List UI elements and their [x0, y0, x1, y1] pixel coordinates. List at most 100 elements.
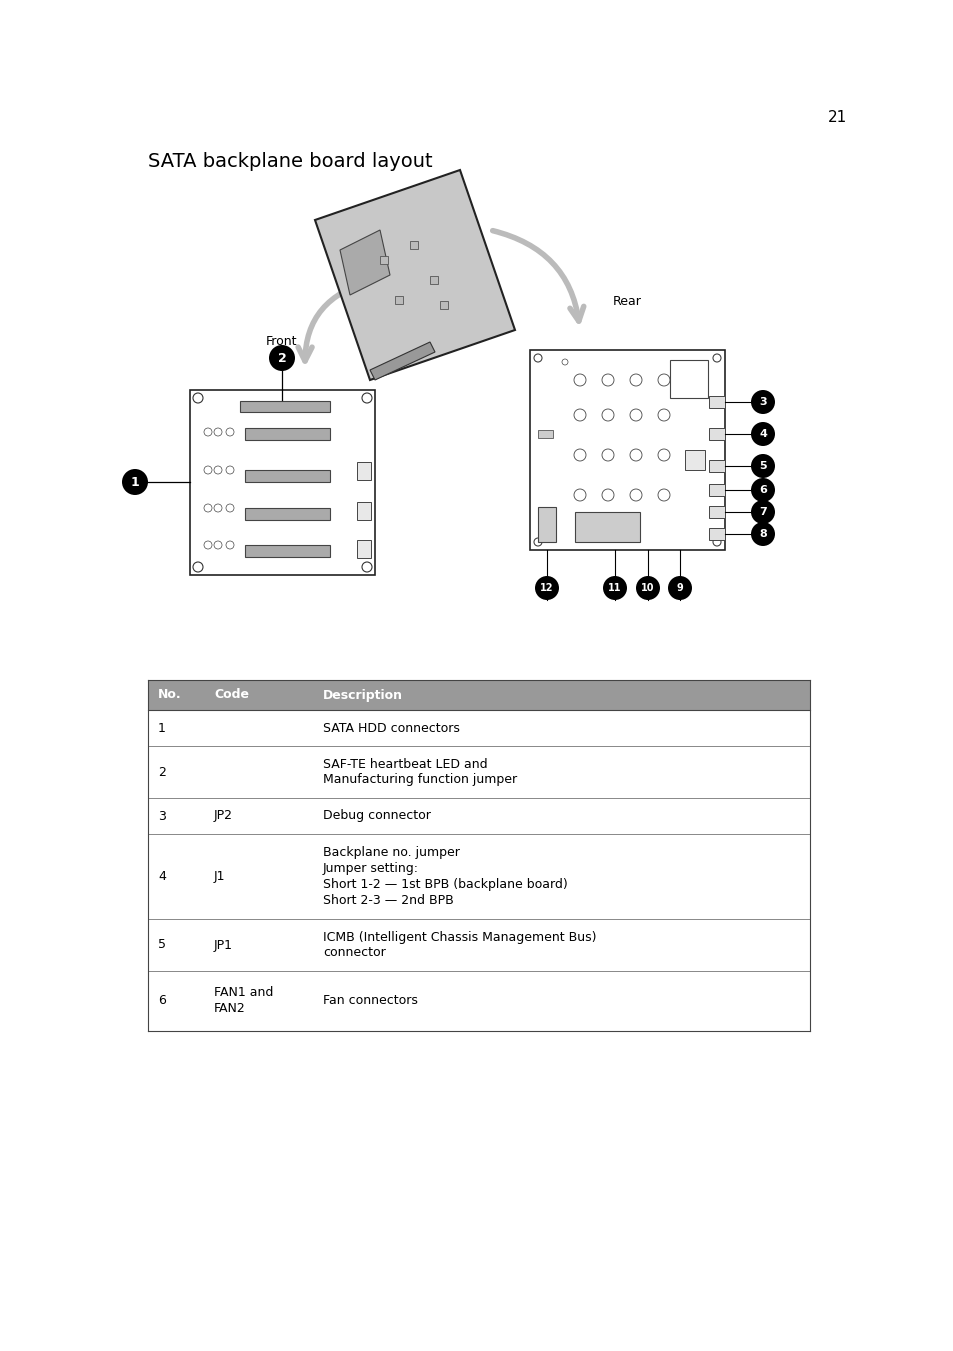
Bar: [708, 484, 724, 496]
Bar: [148, 971, 809, 1031]
Circle shape: [750, 521, 774, 546]
Text: 21: 21: [827, 109, 846, 126]
Bar: [148, 919, 809, 971]
Text: 4: 4: [759, 430, 766, 439]
Text: 7: 7: [759, 507, 766, 517]
Circle shape: [213, 428, 222, 436]
Polygon shape: [395, 296, 402, 304]
Circle shape: [226, 540, 233, 549]
Text: 8: 8: [759, 530, 766, 539]
Circle shape: [193, 393, 203, 403]
Bar: [148, 746, 809, 798]
Circle shape: [213, 540, 222, 549]
Text: 11: 11: [608, 584, 621, 593]
Text: SATA backplane board layout: SATA backplane board layout: [148, 153, 432, 172]
Circle shape: [658, 489, 669, 501]
Bar: [245, 544, 330, 557]
Circle shape: [602, 576, 626, 600]
Circle shape: [269, 345, 294, 372]
Circle shape: [750, 454, 774, 478]
Text: J1: J1: [213, 870, 225, 884]
Circle shape: [193, 562, 203, 571]
Text: FAN2: FAN2: [213, 1002, 246, 1016]
Circle shape: [750, 390, 774, 413]
Circle shape: [204, 504, 212, 512]
Bar: [245, 508, 330, 520]
Circle shape: [658, 449, 669, 461]
Bar: [708, 528, 724, 540]
Bar: [708, 428, 724, 440]
Circle shape: [636, 576, 659, 600]
Bar: [356, 540, 371, 558]
Circle shape: [750, 478, 774, 503]
Polygon shape: [439, 301, 448, 309]
Circle shape: [712, 354, 720, 362]
Bar: [148, 711, 809, 746]
Circle shape: [601, 374, 614, 386]
Text: Backplane no. jumper: Backplane no. jumper: [323, 846, 459, 859]
Circle shape: [561, 359, 567, 365]
Text: No.: No.: [158, 689, 181, 701]
Bar: [148, 834, 809, 919]
Text: 4: 4: [158, 870, 166, 884]
Text: Description: Description: [323, 689, 402, 701]
Text: 3: 3: [759, 397, 766, 407]
Text: Front: Front: [266, 335, 297, 349]
Circle shape: [601, 449, 614, 461]
Text: Short 2-3 — 2nd BPB: Short 2-3 — 2nd BPB: [323, 894, 454, 907]
Text: Code: Code: [213, 689, 249, 701]
Text: 6: 6: [158, 994, 166, 1008]
Polygon shape: [339, 230, 390, 295]
Circle shape: [629, 374, 641, 386]
Circle shape: [213, 466, 222, 474]
Text: ICMB (Intelligent Chassis Management Bus): ICMB (Intelligent Chassis Management Bus…: [323, 931, 596, 943]
Circle shape: [534, 354, 541, 362]
Text: 1: 1: [158, 721, 166, 735]
Circle shape: [122, 469, 148, 494]
Text: 3: 3: [158, 809, 166, 823]
Text: Jumper setting:: Jumper setting:: [323, 862, 418, 875]
Text: Debug connector: Debug connector: [323, 809, 431, 823]
Circle shape: [658, 409, 669, 422]
Circle shape: [213, 504, 222, 512]
Circle shape: [226, 466, 233, 474]
Circle shape: [226, 428, 233, 436]
Text: 6: 6: [759, 485, 766, 494]
Bar: [240, 401, 330, 412]
Bar: [708, 396, 724, 408]
Circle shape: [574, 409, 585, 422]
Text: JP1: JP1: [213, 939, 233, 951]
Bar: [537, 507, 556, 542]
Text: connector: connector: [323, 947, 385, 959]
Circle shape: [535, 576, 558, 600]
Bar: [708, 459, 724, 471]
Text: 5: 5: [158, 939, 166, 951]
Circle shape: [750, 500, 774, 524]
Bar: [245, 428, 330, 440]
Circle shape: [601, 489, 614, 501]
Bar: [148, 798, 809, 834]
Bar: [708, 507, 724, 517]
Text: 2: 2: [158, 766, 166, 778]
Bar: [669, 359, 707, 399]
Text: Fan connectors: Fan connectors: [323, 994, 417, 1008]
Circle shape: [574, 449, 585, 461]
Circle shape: [204, 428, 212, 436]
Bar: [684, 450, 704, 470]
Polygon shape: [379, 255, 388, 263]
Bar: [530, 350, 724, 550]
Polygon shape: [370, 342, 435, 380]
Polygon shape: [430, 276, 437, 284]
Bar: [148, 680, 809, 711]
Circle shape: [629, 409, 641, 422]
Circle shape: [712, 538, 720, 546]
Text: 12: 12: [539, 584, 553, 593]
Bar: [356, 503, 371, 520]
Text: JP2: JP2: [213, 809, 233, 823]
Bar: [575, 512, 639, 542]
Circle shape: [629, 449, 641, 461]
Text: 10: 10: [640, 584, 654, 593]
Circle shape: [534, 538, 541, 546]
Bar: [245, 470, 330, 482]
Text: 2: 2: [277, 351, 286, 365]
